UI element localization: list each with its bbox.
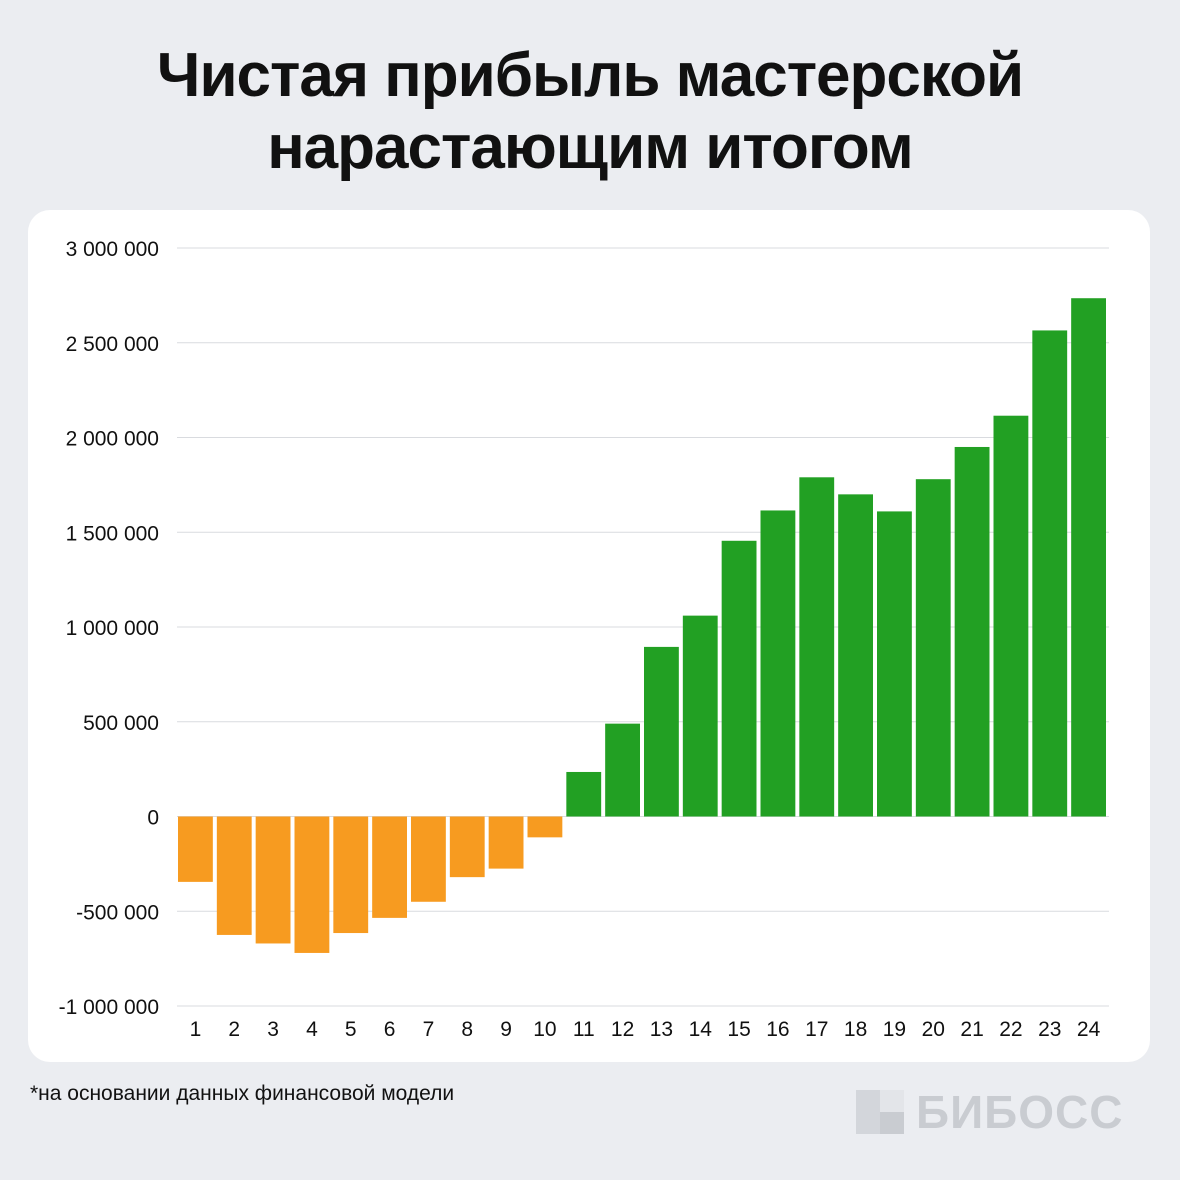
x-tick-label: 6 xyxy=(384,1018,396,1041)
bar xyxy=(954,446,990,817)
bar xyxy=(721,540,757,817)
x-tick-label: 15 xyxy=(727,1018,750,1041)
x-tick-label: 19 xyxy=(883,1018,906,1041)
bar xyxy=(488,816,524,869)
x-tick-label: 24 xyxy=(1077,1018,1101,1041)
title-line-2: нарастающим итогом xyxy=(267,113,914,182)
bar xyxy=(877,511,912,817)
bar xyxy=(216,816,252,935)
y-tick-label: 0 xyxy=(147,807,159,830)
bar xyxy=(411,816,446,902)
y-tick-label: -1 000 000 xyxy=(59,996,159,1019)
logo-text: БИБОСС xyxy=(916,1086,1124,1138)
chart-card: 3 000 000 2 500 000 2 000 000 1 500 000 1 00… xyxy=(28,210,1150,1062)
bar xyxy=(682,615,718,817)
bar xyxy=(333,816,369,934)
title-line-1: Чистая прибыль мастерской xyxy=(156,41,1024,110)
bar xyxy=(1071,298,1106,817)
x-tick-label: 23 xyxy=(1038,1018,1061,1041)
y-tick-label: 3 000 000 xyxy=(66,238,159,261)
y-tick-label: 1 000 000 xyxy=(66,617,159,640)
y-tick-label: 500 000 xyxy=(83,712,159,735)
bar xyxy=(1032,330,1068,817)
bar xyxy=(760,510,796,817)
x-tick-label: 10 xyxy=(533,1018,556,1041)
bar xyxy=(294,816,330,953)
x-tick-label: 7 xyxy=(423,1018,435,1041)
bar xyxy=(372,816,407,918)
x-tick-label: 8 xyxy=(461,1018,473,1041)
x-tick-label: 3 xyxy=(267,1018,279,1041)
bar xyxy=(566,771,602,817)
bar xyxy=(178,816,213,882)
y-tick-label: -500 000 xyxy=(76,901,159,924)
x-tick-label: 22 xyxy=(999,1018,1022,1041)
y-tick-label: 2 500 000 xyxy=(66,333,159,356)
bar-chart: 3 000 000 2 500 000 2 000 000 1 500 000 1 00… xyxy=(59,238,1109,1041)
x-tick-label: 11 xyxy=(573,1018,595,1041)
bar xyxy=(799,477,835,817)
bar xyxy=(915,479,951,817)
x-tick-label: 4 xyxy=(306,1018,318,1041)
x-tick-label: 20 xyxy=(922,1018,945,1041)
bar xyxy=(527,816,563,838)
x-tick-label: 13 xyxy=(650,1018,673,1041)
x-tick-label: 1 xyxy=(190,1018,202,1041)
bar xyxy=(993,415,1029,817)
y-tick-label: 1 500 000 xyxy=(66,522,159,545)
x-tick-label: 5 xyxy=(345,1018,357,1041)
bibosс-logo-mark-icon xyxy=(856,1090,904,1134)
y-tick-label: 2 000 000 xyxy=(66,428,159,451)
x-tick-label: 2 xyxy=(228,1018,240,1041)
x-tick-label: 21 xyxy=(960,1018,983,1041)
x-tick-label: 18 xyxy=(844,1018,867,1041)
x-tick-label: 14 xyxy=(689,1018,713,1041)
bar xyxy=(838,494,873,817)
brand-logo: БИБОСС xyxy=(856,1086,1124,1138)
x-tick-label: 12 xyxy=(611,1018,634,1041)
bar xyxy=(449,816,485,878)
x-tick-label: 17 xyxy=(805,1018,828,1041)
x-tick-label: 16 xyxy=(766,1018,789,1041)
chart-title: Чистая прибыль мастерской нарастающим ит… xyxy=(0,40,1180,184)
bar xyxy=(605,723,640,817)
x-tick-label: 9 xyxy=(500,1018,512,1041)
bar xyxy=(255,816,291,944)
footnote: *на основании данных финансовой модели xyxy=(30,1082,455,1105)
bar xyxy=(644,646,679,817)
